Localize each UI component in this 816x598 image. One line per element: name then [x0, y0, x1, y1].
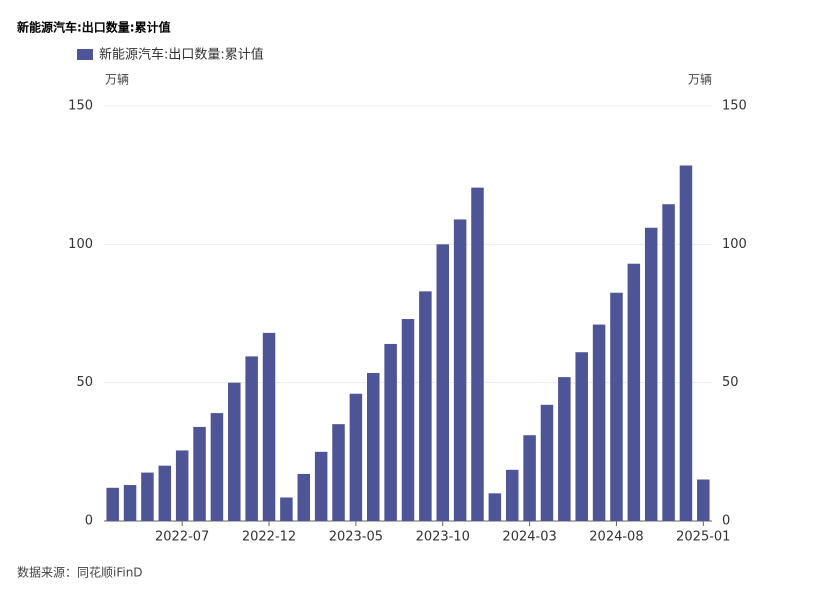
bar: [297, 473, 311, 521]
source: 数据来源：同花顺iFinD: [17, 565, 143, 580]
y2-unit: 万辆: [688, 73, 712, 87]
bar: [540, 404, 554, 521]
bar: [332, 424, 345, 521]
bar: [367, 372, 380, 521]
bar: [697, 479, 710, 521]
bar: [679, 165, 693, 521]
x-tick-label: 2024-08: [589, 530, 643, 545]
bar: [662, 204, 675, 521]
bar: [558, 377, 571, 521]
legend-swatch: [77, 49, 93, 60]
bar: [401, 319, 415, 521]
bar: [349, 393, 363, 521]
bar: [141, 472, 154, 521]
y-tick-label: 150: [68, 99, 93, 114]
bar: [505, 469, 519, 521]
bar: [314, 451, 328, 521]
bar: [488, 493, 502, 521]
bar: [158, 465, 172, 521]
bar: [123, 485, 137, 521]
y2-tick-label: 100: [722, 237, 747, 252]
bar: [193, 426, 206, 521]
bar: [575, 352, 588, 521]
bar: [471, 187, 484, 521]
x-tick-label: 2023-10: [416, 530, 470, 545]
bar: [453, 219, 467, 521]
x-tick-label: 2024-03: [502, 530, 556, 545]
bar: [644, 227, 658, 521]
y-tick-label: 100: [68, 237, 93, 252]
bar: [610, 292, 623, 521]
x-tick-label: 2022-12: [242, 530, 296, 545]
chart-title: 新能源汽车:出口数量:累计值: [17, 20, 171, 35]
bar: [384, 343, 397, 521]
bar: [262, 332, 276, 521]
y-tick-label: 50: [76, 375, 93, 390]
x-tick-label: 2022-07: [155, 530, 209, 545]
bar: [106, 487, 119, 521]
y2-tick-label: 50: [722, 375, 739, 390]
bar: [210, 413, 224, 521]
bar: [627, 263, 641, 521]
y-tick-label: 0: [85, 514, 93, 529]
bar: [245, 356, 258, 521]
x-tick-label: 2023-05: [329, 530, 383, 545]
bar: [175, 450, 189, 521]
bar: [592, 324, 606, 521]
bar: [523, 435, 536, 521]
bar: [228, 382, 241, 521]
legend-label: 新能源汽车:出口数量:累计值: [99, 47, 264, 63]
bar: [280, 497, 293, 521]
x-tick-label: 2025-01: [676, 530, 730, 545]
y2-tick-label: 150: [722, 99, 747, 114]
bar: [419, 291, 432, 521]
bar: [436, 244, 449, 522]
y2-tick-label: 0: [722, 514, 730, 529]
y-unit: 万辆: [105, 73, 129, 87]
